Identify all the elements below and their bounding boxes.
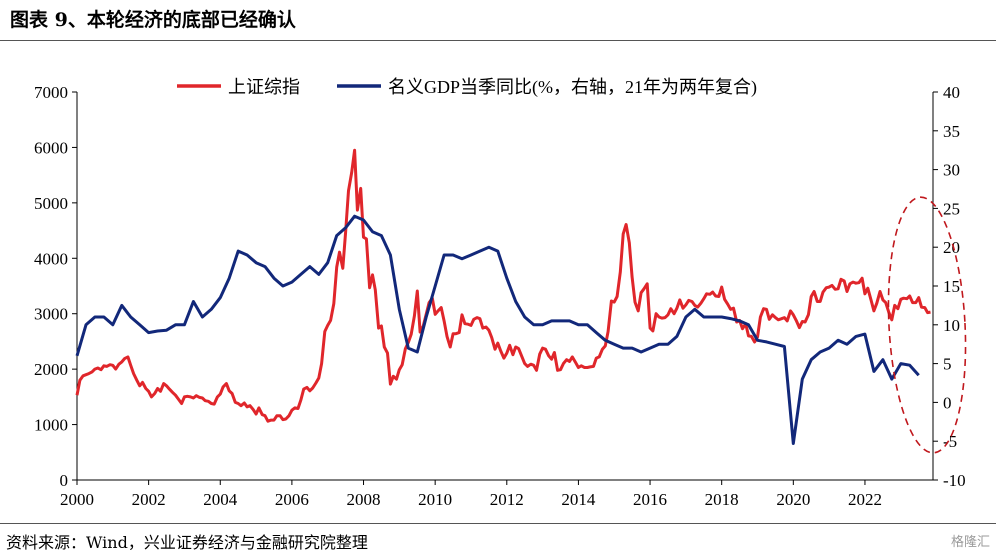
y-right-tick-label: 35 [943,122,960,141]
y-right-tick-label: 5 [943,355,952,374]
footer-rule [0,523,996,524]
y-left-tick-label: 0 [60,471,69,490]
watermark: 格隆汇 [950,535,990,550]
chart: 0 1000 2000 3000 4000 5000 6000 7000 -10 -5 0 5 10 15… [34,77,967,509]
legend: 上证综指 名义GDP当季同比(%，右轴，21年为两年复合) [177,77,757,98]
series-line-2 [75,214,920,445]
x-tick-label: 2016 [633,490,667,509]
y-right-tick-label: 30 [943,161,960,180]
y-right-tick-label: 25 [943,199,960,218]
y-right-tick-label: -10 [943,471,966,490]
x-tick-label: 2010 [418,490,452,509]
y-left-tick-label: 7000 [34,83,68,102]
x-tick-label: 2018 [705,490,739,509]
x-tick-label: 2002 [132,490,166,509]
x-tick-label: 2012 [490,490,524,509]
y-right-tick-label: 10 [943,316,960,335]
x-tick-label: 2008 [347,490,381,509]
ticks: 0 1000 2000 3000 4000 5000 6000 7000 -10 -5 0 5 10 15… [34,83,966,509]
y-right-tick-label: 20 [943,238,960,257]
title-rule [0,40,996,41]
legend-label-2: 名义GDP当季同比(%，右轴，21年为两年复合) [388,77,757,98]
legend-label-1: 上证综指 [228,77,300,97]
y-right-tick-label: 15 [943,277,960,296]
y-left-tick-label: 2000 [34,360,68,379]
x-tick-label: 2004 [203,490,238,509]
page-title: 图表 9、本轮经济的底部已经确认 [10,9,296,31]
y-right-tick-label: 0 [943,393,952,412]
series-lines [75,148,931,445]
highlight-ellipse [887,196,967,454]
y-left-tick-label: 6000 [34,138,68,157]
y-left-tick-label: 5000 [34,194,68,213]
x-tick-label: 2000 [60,490,94,509]
source-note: 资料来源：Wind，兴业证券经济与金融研究院整理 [6,533,368,552]
y-left-tick-label: 1000 [34,416,68,435]
x-tick-label: 2006 [275,490,309,509]
y-right-tick-label: 40 [943,83,960,102]
y-right-tick-label: -5 [943,432,957,451]
x-tick-label: 2020 [776,490,810,509]
y-left-tick-label: 3000 [34,305,68,324]
x-tick-label: 2014 [561,490,596,509]
y-left-tick-label: 4000 [34,249,68,268]
axes [76,92,934,481]
x-tick-label: 2022 [848,490,882,509]
series-line-1 [75,148,931,423]
